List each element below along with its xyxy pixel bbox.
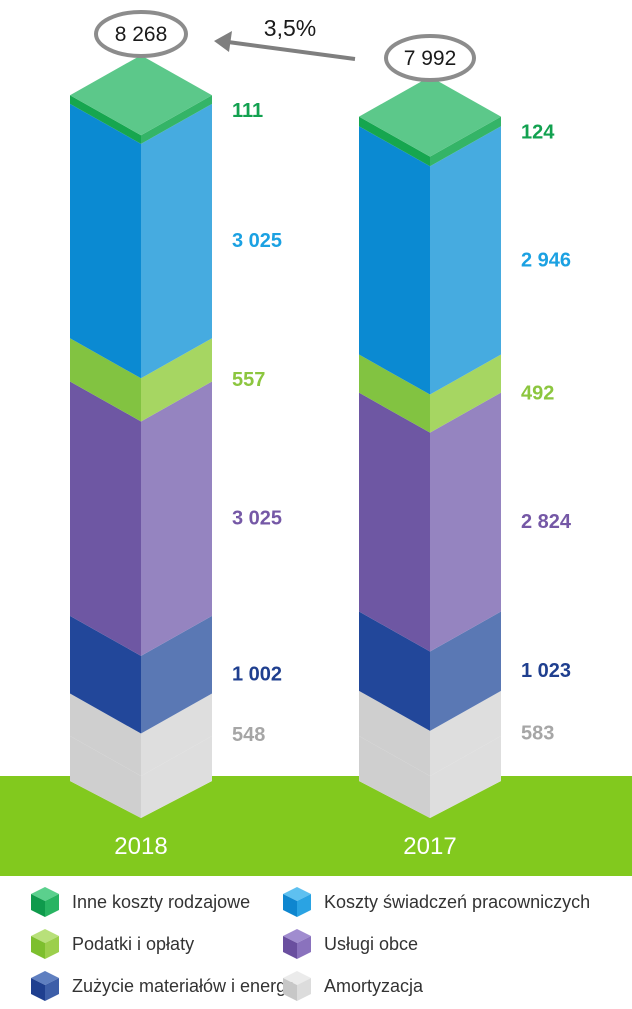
bar-segment-amortyzacja-2018-right: [141, 693, 212, 776]
category-label-2017: 2017: [403, 833, 456, 860]
legend-label: Amortyzacja: [324, 975, 424, 996]
legend-item-podatki-i-oplaty: Podatki i opłaty: [30, 928, 194, 960]
bar-segment-inne-koszty-rodzajowe-2018-right: [141, 95, 212, 144]
total-oval-2017: [384, 34, 476, 82]
total-oval-2018: [94, 10, 188, 58]
legend-cube-icon: [31, 887, 59, 917]
bar-segment-koszty-swiadczen-pracowniczych-2017-right: [430, 126, 501, 395]
bar-segment-uslugi-obce-2018-right: [141, 381, 212, 656]
bar-segment-koszty-swiadczen-pracowniczych-2017-left: [359, 126, 430, 395]
bar-segment-zuzycie-materialow-i-energii-2018-left: [70, 615, 141, 734]
legend-item-inne-koszty-rodzajowe: Inne koszty rodzajowe: [30, 886, 250, 918]
legend-cube-icon: [31, 929, 59, 959]
legend-cube-icon: [283, 887, 311, 917]
legend-item-koszty-swiadczen-pracowniczych: Koszty świadczeń pracowniczych: [282, 886, 590, 918]
category-label-2018: 2018: [114, 833, 167, 860]
legend-label: Podatki i opłaty: [72, 933, 195, 954]
data-label-amortyzacja-2018: 548: [232, 724, 265, 746]
bar-segment-zuzycie-materialow-i-energii-2017-left: [359, 611, 430, 731]
data-label-podatki-i-oplaty-2017: 492: [521, 383, 554, 405]
bar-segment-inne-koszty-rodzajowe-2017-right: [430, 116, 501, 167]
legend-label: Usługi obce: [324, 933, 419, 954]
bar-segment-zuzycie-materialow-i-energii-2018-right: [141, 615, 212, 734]
legend-label: Koszty świadczeń pracowniczych: [324, 891, 591, 912]
data-label-koszty-swiadczen-pracowniczych-2017: 2 946: [521, 249, 571, 271]
change-arrow-line: [227, 40, 356, 61]
legend-label: Inne koszty rodzajowe: [72, 891, 251, 912]
bar-segment-koszty-swiadczen-pracowniczych-2018-right: [141, 103, 212, 379]
change-label: 3,5%: [264, 15, 316, 41]
legend-item-zuzycie-materialow-i-energii: Zużycie materiałów i energii: [30, 970, 294, 1002]
data-label-uslugi-obce-2017: 2 824: [521, 511, 572, 533]
data-label-koszty-swiadczen-pracowniczych-2018: 3 025: [232, 230, 282, 252]
bar-top-2018: [70, 55, 212, 136]
bar-segment-podatki-i-oplaty-2018-right: [141, 338, 212, 422]
bar-base-right-face: [141, 736, 212, 818]
legend-item-uslugi-obce: Usługi obce: [282, 928, 418, 960]
total-label-2018: 8 268: [115, 23, 168, 46]
legend: Inne koszty rodzajowe Koszty świadczeń pr…: [0, 876, 632, 1006]
bar-segment-podatki-i-oplaty-2017-left: [359, 354, 430, 433]
stacked-bar-chart: 548 1 002 3 025 557 3 025 111 2018 583 1 023 2 82…: [0, 10, 632, 876]
bar-segment-amortyzacja-2017-left: [359, 690, 430, 776]
data-label-podatki-i-oplaty-2018: 557: [232, 369, 265, 391]
data-label-inne-koszty-rodzajowe-2018: 111: [232, 100, 263, 122]
bar-segment-inne-koszty-rodzajowe-2017-left: [359, 116, 430, 167]
change-arrow-head: [214, 31, 232, 52]
legend-label: Zużycie materiałów i energii: [72, 975, 295, 996]
bar-segment-podatki-i-oplaty-2018-left: [70, 338, 141, 422]
total-label-2017: 7 992: [404, 47, 457, 70]
bar-top-2017: [359, 76, 501, 157]
bar-segment-amortyzacja-2018-left: [70, 693, 141, 776]
bar-segment-zuzycie-materialow-i-energii-2017-right: [430, 611, 501, 731]
bar-base-left-face: [70, 736, 141, 818]
bar-segment-amortyzacja-2017-right: [430, 690, 501, 776]
bar-base-right-face: [430, 736, 501, 818]
data-label-zuzycie-materialow-i-energii-2018: 1 002: [232, 664, 282, 686]
bar-segment-inne-koszty-rodzajowe-2018-left: [70, 95, 141, 144]
data-label-inne-koszty-rodzajowe-2017: 124: [521, 122, 555, 144]
bar-segment-uslugi-obce-2017-right: [430, 392, 501, 652]
bar-segment-uslugi-obce-2017-left: [359, 392, 430, 652]
legend-item-amortyzacja: Amortyzacja: [282, 970, 423, 1002]
bar-segment-uslugi-obce-2018-left: [70, 381, 141, 656]
data-label-amortyzacja-2017: 583: [521, 722, 554, 744]
bar-base-left-face: [359, 736, 430, 818]
legend-cube-icon: [31, 971, 59, 1001]
data-label-zuzycie-materialow-i-energii-2017: 1 023: [521, 660, 571, 682]
bar-segment-koszty-swiadczen-pracowniczych-2018-left: [70, 103, 141, 379]
data-label-uslugi-obce-2018: 3 025: [232, 508, 282, 530]
bar-segment-podatki-i-oplaty-2017-right: [430, 354, 501, 433]
legend-cube-icon: [283, 929, 311, 959]
legend-cube-icon: [283, 971, 311, 1001]
